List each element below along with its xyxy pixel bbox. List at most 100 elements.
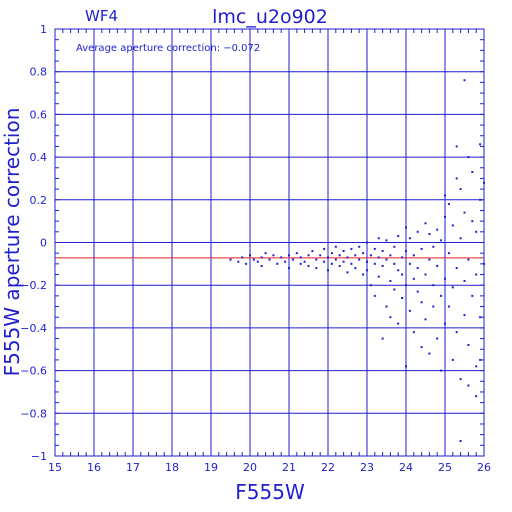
- data-point: [291, 258, 294, 261]
- y-tick-label: 0.6: [30, 108, 48, 121]
- data-point: [284, 260, 287, 263]
- x-tick-label: 17: [126, 461, 140, 474]
- data-point: [467, 343, 470, 346]
- data-point: [327, 269, 329, 272]
- data-point: [440, 239, 443, 242]
- data-point: [408, 309, 411, 312]
- data-point: [420, 346, 423, 349]
- data-point: [420, 301, 423, 304]
- data-point: [471, 171, 474, 174]
- data-point: [455, 145, 458, 148]
- data-point: [463, 79, 466, 82]
- data-point: [377, 275, 380, 278]
- data-point: [471, 220, 474, 223]
- data-point: [436, 337, 439, 340]
- data-point: [440, 294, 443, 297]
- x-axis-label: F555W: [235, 480, 305, 504]
- data-point: [397, 322, 400, 325]
- y-tick-label: 0: [40, 237, 47, 250]
- y-tick-label: −1: [31, 450, 47, 463]
- data-point: [444, 215, 446, 218]
- data-point: [405, 250, 407, 253]
- data-point: [369, 254, 372, 257]
- data-point: [463, 314, 466, 317]
- data-point: [381, 250, 384, 253]
- data-point: [229, 258, 232, 261]
- data-point: [252, 258, 255, 261]
- y-tick-labels: 1 0.8 0.6 0.4 0.2 0 −0.2 −0.4 −0.6 −0.8 −1: [20, 23, 47, 463]
- data-point: [256, 260, 259, 263]
- data-point: [362, 252, 365, 255]
- data-point: [354, 254, 357, 257]
- data-point: [447, 203, 450, 206]
- data-point: [288, 267, 290, 270]
- x-tick-label: 23: [360, 461, 374, 474]
- data-point: [432, 245, 435, 248]
- data-point: [479, 198, 482, 201]
- data-point: [260, 264, 263, 267]
- data-point: [401, 256, 404, 259]
- y-tick-label: −0.4: [20, 322, 47, 335]
- data-point: [264, 252, 267, 255]
- data-point: [444, 322, 446, 325]
- data-point: [447, 252, 450, 255]
- x-tick-label: 22: [321, 461, 335, 474]
- data-point: [303, 260, 306, 263]
- x-tick-label: 24: [399, 461, 413, 474]
- data-point: [299, 262, 302, 265]
- data-point: [338, 254, 341, 257]
- data-point: [467, 258, 470, 261]
- data-point: [455, 177, 458, 180]
- chart-title: lmc_u2o902: [212, 6, 328, 28]
- y-tick-label: 0.4: [30, 151, 48, 164]
- y-axis-label: F555W aperture correction: [0, 108, 24, 377]
- panel-label: WF4: [85, 7, 118, 25]
- data-point: [412, 331, 415, 334]
- data-points: [229, 79, 485, 443]
- data-point: [428, 258, 431, 261]
- data-point: [459, 188, 462, 191]
- data-point: [249, 254, 251, 257]
- data-point: [307, 264, 310, 267]
- average-annotation: Average aperture correction: −0.072: [76, 43, 260, 54]
- data-point: [295, 252, 298, 255]
- data-point: [451, 286, 454, 289]
- x-tick-label: 21: [282, 461, 296, 474]
- data-point: [405, 365, 407, 368]
- data-point: [385, 239, 388, 242]
- data-point: [432, 284, 435, 287]
- data-point: [451, 224, 454, 227]
- plot-frame: [54, 28, 485, 457]
- data-point: [369, 284, 372, 287]
- data-point: [354, 267, 357, 270]
- data-point: [334, 258, 337, 261]
- y-tick-label: −0.8: [20, 407, 47, 420]
- data-point: [276, 262, 279, 265]
- data-point: [280, 256, 283, 259]
- data-point: [389, 254, 392, 257]
- data-point: [373, 294, 376, 297]
- y-tick-label: 1: [40, 23, 47, 36]
- data-point: [330, 252, 333, 255]
- data-point: [299, 256, 302, 259]
- data-point: [315, 258, 318, 261]
- data-point: [342, 250, 345, 253]
- data-point: [377, 256, 380, 259]
- data-point: [315, 267, 318, 270]
- data-point: [373, 262, 376, 265]
- data-point: [334, 245, 337, 248]
- data-point: [455, 331, 458, 334]
- data-point: [358, 258, 361, 261]
- data-point: [362, 273, 365, 276]
- data-point: [397, 269, 400, 272]
- y-tick-label: −0.2: [20, 279, 47, 292]
- data-point: [241, 256, 244, 259]
- data-point: [459, 378, 462, 381]
- data-point: [447, 305, 450, 308]
- x-tick-labels: 15 16 17 18 19 20 21 22 23 24 25 26: [48, 461, 491, 474]
- x-tick-label: 20: [243, 461, 257, 474]
- y-tick-label: 0.8: [30, 66, 48, 79]
- data-point: [463, 279, 466, 282]
- data-point: [475, 273, 478, 276]
